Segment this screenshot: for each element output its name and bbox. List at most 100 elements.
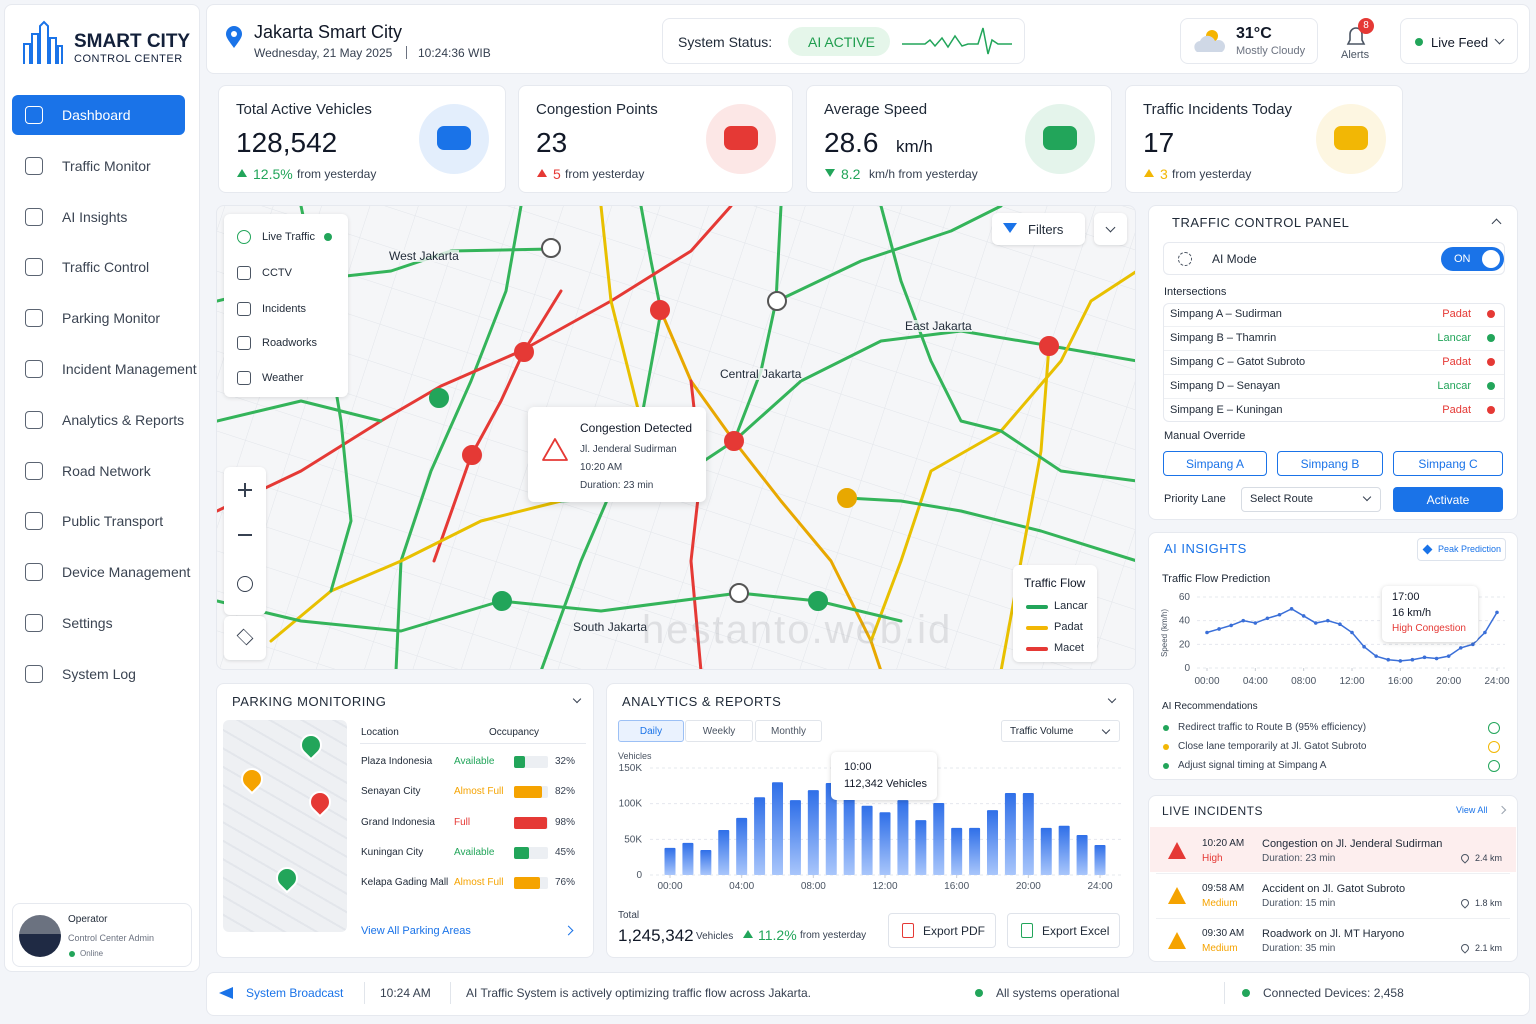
layer-item[interactable]: Live Traffic (262, 231, 315, 243)
override-button[interactable] (1393, 451, 1503, 476)
panel-title: TRAFFIC CONTROL PANEL (1172, 215, 1350, 230)
panel-title: AI INSIGHTS (1164, 541, 1247, 556)
export-label[interactable]: Export PDF (923, 924, 986, 938)
nav-icon (25, 309, 43, 328)
section-label: Intersections (1164, 286, 1227, 298)
tab[interactable] (618, 720, 684, 742)
alert-count: 8 (1363, 20, 1369, 31)
nav-icon (25, 461, 43, 480)
intersection-status: Lancar (1437, 380, 1471, 392)
incident-time: 10:20 AM (1202, 838, 1245, 849)
link[interactable]: View All Parking Areas (361, 925, 471, 937)
y-axis-label: Vehicles (618, 751, 652, 761)
nav-icon (25, 207, 43, 226)
override-label[interactable]: Simpang A (1185, 457, 1245, 471)
activate-button[interactable] (1393, 487, 1503, 512)
layer-item[interactable]: Roadworks (262, 337, 318, 349)
parking-status: Available (454, 846, 495, 858)
toggle-label: ON (1454, 253, 1471, 265)
status-dot (1163, 725, 1169, 731)
dropdown-button[interactable] (1094, 213, 1127, 245)
tooltip-label: High Congestion (1392, 623, 1466, 634)
nav-item[interactable]: Device Management (62, 564, 191, 581)
layer-item[interactable]: Weather (262, 372, 304, 384)
incident-title[interactable]: Accident on Jl. Gatot Subroto (1262, 883, 1406, 895)
peak-button[interactable] (1417, 538, 1506, 561)
layer-item[interactable]: Incidents (262, 303, 307, 315)
recommendation: Close lane temporarily at Jl. Gatot Subr… (1178, 741, 1367, 752)
y-tick-label: 100K (619, 799, 643, 810)
nav-item[interactable]: Traffic Monitor (62, 157, 151, 174)
trend-up-icon (237, 169, 247, 177)
tab-label[interactable]: Daily (639, 726, 663, 737)
view-all[interactable]: View All (1456, 805, 1488, 815)
occupancy-label: 82% (555, 786, 576, 798)
metric-select[interactable] (1001, 720, 1120, 742)
nav-active-bg[interactable] (12, 95, 185, 135)
tab-label[interactable]: Monthly (770, 726, 806, 737)
override-button[interactable] (1163, 451, 1267, 476)
filters-label[interactable]: Filters (1028, 222, 1064, 237)
bar (843, 794, 855, 875)
y-tick-label: 150K (619, 763, 643, 774)
export-button[interactable] (888, 913, 996, 948)
layer-item[interactable]: CCTV (262, 267, 292, 279)
bar (807, 790, 819, 875)
route-select[interactable] (1241, 487, 1381, 512)
nav-item[interactable]: AI Insights (62, 208, 128, 225)
nav-item[interactable]: System Log (62, 665, 136, 682)
activate-label[interactable]: Activate (1426, 493, 1470, 507)
nav-item[interactable]: Road Network (62, 462, 151, 479)
legend-title: Traffic Flow (1024, 576, 1086, 590)
nav-item[interactable]: Parking Monitor (62, 310, 161, 327)
parking-location: Senayan City (361, 786, 421, 798)
nav-item[interactable]: Settings (62, 615, 113, 631)
export-button[interactable] (1007, 913, 1120, 948)
x-tick-label: 16:00 (944, 881, 969, 892)
x-tick-label: 08:00 (801, 881, 826, 892)
tab[interactable] (685, 720, 753, 742)
section-label: Priority Lane (1164, 493, 1226, 505)
override-label[interactable]: Simpang B (1300, 457, 1360, 471)
alert-badge (1358, 18, 1374, 34)
nav-item[interactable]: Incident Management (62, 361, 197, 377)
filter-icon (1003, 223, 1017, 233)
tab[interactable] (755, 720, 822, 742)
export-label[interactable]: Export Excel (1042, 924, 1110, 938)
y-tick-label: 0 (1184, 663, 1190, 674)
route-select-label[interactable]: Select Route (1250, 493, 1313, 505)
layers-button[interactable] (224, 616, 266, 660)
connected-devices: Connected Devices: 2,458 (1263, 986, 1404, 1000)
x-tick-label: 00:00 (1194, 676, 1219, 687)
live-feed[interactable]: Live Feed (1431, 35, 1489, 50)
series-point (1362, 644, 1366, 649)
tab-label[interactable]: Weekly (702, 726, 736, 737)
incident-title[interactable]: Roadwork on Jl. MT Haryono (1262, 928, 1405, 940)
x-tick-label: 16:00 (1388, 676, 1413, 687)
date: Wednesday, 21 May 2025 (254, 46, 393, 60)
incident-time: 09:30 AM (1202, 928, 1245, 939)
kpi-label: Traffic Incidents Today (1143, 101, 1292, 118)
location-icon (226, 26, 242, 48)
series-point (1253, 621, 1258, 625)
peak-label[interactable]: Peak Prediction (1438, 544, 1502, 554)
incident-title[interactable]: Congestion on Jl. Jenderal Sudirman (1262, 838, 1443, 850)
nav-item[interactable]: Analytics & Reports (62, 411, 185, 428)
metric-select-label[interactable]: Traffic Volume (1010, 726, 1074, 737)
tooltip-time: 17:00 (1392, 591, 1420, 603)
nav-item[interactable]: Public Transport (62, 513, 164, 530)
section-label: AI Recommendations (1162, 701, 1258, 712)
tooltip-time: 10:00 (844, 761, 872, 773)
incident-highlight (1150, 827, 1516, 872)
kpi-change: 8.2 (841, 166, 861, 182)
bar (772, 782, 783, 875)
row-divider (1156, 873, 1510, 874)
brand-subtitle: CONTROL CENTER (74, 53, 183, 65)
nav-item[interactable]: Traffic Control (62, 259, 150, 276)
series-point (1241, 618, 1246, 623)
nav-item[interactable]: Dashboard (62, 107, 131, 123)
override-label[interactable]: Simpang C (1418, 457, 1478, 471)
override-button[interactable] (1277, 451, 1383, 476)
locate (237, 576, 253, 592)
